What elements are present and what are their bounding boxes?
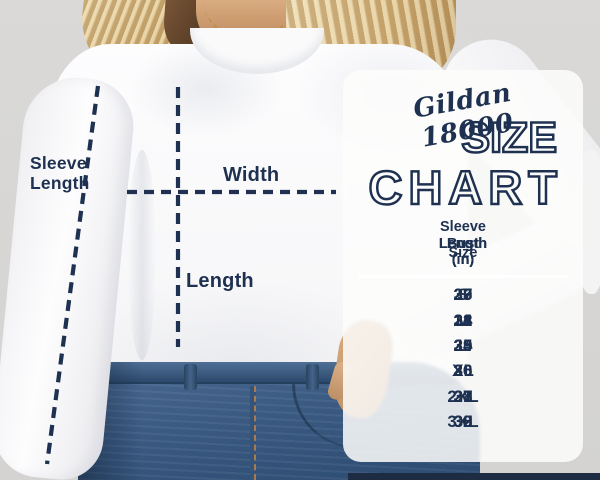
sleeve-cell: 33 bbox=[453, 285, 473, 305]
length-cell: 29 bbox=[453, 335, 473, 355]
jeans-belt-loop bbox=[306, 364, 319, 390]
size-cell: 2XL bbox=[447, 386, 479, 406]
sleeve-cell: 38 bbox=[453, 412, 473, 432]
sleeve-cell: 35 bbox=[453, 335, 473, 355]
length-cell: 28 bbox=[453, 310, 473, 330]
length-cell: 31 bbox=[453, 386, 473, 406]
size-cell: XL bbox=[452, 361, 474, 381]
bust-cell: 26 bbox=[453, 361, 473, 381]
size-cell: M bbox=[455, 310, 471, 330]
table-row: L 24 29 35 bbox=[358, 333, 568, 358]
length-cell: 30 bbox=[453, 361, 473, 381]
size-chart-title: SIZE CHART bbox=[367, 114, 558, 212]
header-sleeve: Sleeve Length (in) bbox=[438, 219, 488, 268]
bust-cell: 24 bbox=[453, 335, 473, 355]
size-chart-panel: Gildan 18000 SIZE CHART Size Bust (in) L… bbox=[343, 70, 583, 462]
sleeve-length-label: Sleeve Length bbox=[30, 153, 90, 193]
table-divider bbox=[358, 275, 568, 278]
length-label: Length bbox=[186, 270, 254, 292]
size-cell: 3XL bbox=[447, 412, 479, 432]
bust-cell: 20 bbox=[453, 285, 473, 305]
title-size: SIZE bbox=[460, 114, 558, 162]
header-size: Size bbox=[448, 244, 478, 261]
bust-cell: 28 bbox=[453, 386, 473, 406]
table-row: 3XL 30 32 38 bbox=[358, 409, 568, 434]
header-bust: Bust (in) bbox=[446, 235, 480, 268]
table-row: S 20 27 33 bbox=[358, 283, 568, 308]
sleeve-cell: 36 bbox=[453, 361, 473, 381]
sweatshirt-crease bbox=[128, 150, 156, 360]
length-cell: 32 bbox=[453, 412, 473, 432]
bust-cell: 30 bbox=[453, 412, 473, 432]
size-table-header-row: Size Bust (in) Length (in) Sleeve Length… bbox=[358, 206, 568, 268]
jeans-belt-loop bbox=[184, 364, 197, 390]
width-label: Width bbox=[223, 164, 280, 186]
size-cell: S bbox=[457, 285, 469, 305]
size-table: Size Bust (in) Length (in) Sleeve Length… bbox=[358, 206, 568, 435]
bust-cell: 22 bbox=[453, 310, 473, 330]
header-length: Length (in) bbox=[438, 235, 488, 268]
jeans-bottom-shadow bbox=[348, 473, 600, 480]
sleeve-cell: 34 bbox=[453, 310, 473, 330]
table-row: XL 26 30 36 bbox=[358, 359, 568, 384]
table-row: M 22 28 34 bbox=[358, 308, 568, 333]
jeans-fly-seam bbox=[250, 386, 256, 480]
length-cell: 27 bbox=[453, 285, 473, 305]
size-cell: L bbox=[457, 335, 469, 355]
sleeve-cell: 37 bbox=[453, 386, 473, 406]
table-row: 2XL 28 31 37 bbox=[358, 384, 568, 409]
title-chart: CHART bbox=[367, 161, 563, 214]
